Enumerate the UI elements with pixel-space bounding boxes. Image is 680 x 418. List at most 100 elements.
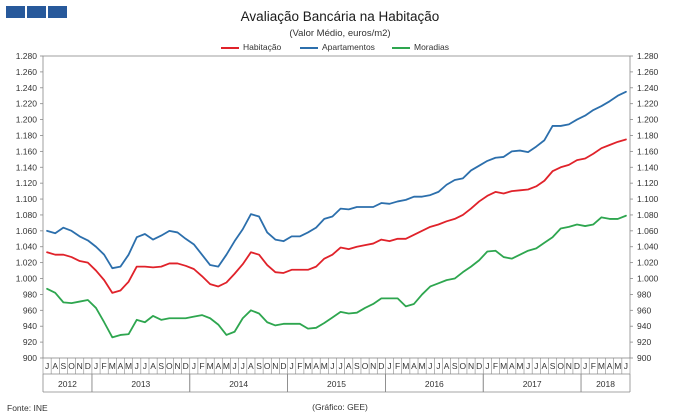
y-tick-label-right: 1.240 xyxy=(637,83,659,93)
x-tick-label-month: D xyxy=(378,361,384,371)
legend-label-apartamentos: Apartamentos xyxy=(322,42,375,52)
x-tick-label-month: J xyxy=(534,361,538,371)
x-tick-label-month: J xyxy=(330,361,334,371)
y-tick-label-right: 960 xyxy=(637,305,651,315)
x-tick-label-month: M xyxy=(321,361,328,371)
x-tick-label-month: N xyxy=(468,361,474,371)
logo-block-1 xyxy=(6,6,25,18)
y-tick-label-left: 920 xyxy=(23,337,37,347)
x-tick-label-month: S xyxy=(158,361,164,371)
x-tick-label-month: N xyxy=(77,361,83,371)
x-tick-label-month: F xyxy=(591,361,596,371)
x-tick-label-month: J xyxy=(94,361,98,371)
x-tick-label-month: A xyxy=(313,361,319,371)
x-tick-label-month: J xyxy=(526,361,530,371)
x-tick-label-month: M xyxy=(402,361,409,371)
x-tick-label-month: F xyxy=(493,361,498,371)
x-tick-label-month: M xyxy=(419,361,426,371)
x-tick-label-month: D xyxy=(85,361,91,371)
x-tick-label-month: J xyxy=(290,361,294,371)
logo-block-3 xyxy=(48,6,67,18)
x-tick-label-month: S xyxy=(452,361,458,371)
x-tick-label-month: M xyxy=(304,361,311,371)
x-tick-label-month: J xyxy=(192,361,196,371)
y-tick-label-right: 900 xyxy=(637,353,651,363)
legend: Habitação Apartamentos Moradias xyxy=(0,42,680,56)
y-tick-label-right: 1.180 xyxy=(637,130,659,140)
x-tick-label-month: J xyxy=(387,361,391,371)
y-tick-label-right: 1.040 xyxy=(637,242,659,252)
y-tick-label-left: 1.100 xyxy=(16,194,38,204)
y-tick-label-left: 1.020 xyxy=(16,258,38,268)
x-tick-label-month: A xyxy=(607,361,613,371)
y-tick-label-right: 1.080 xyxy=(637,210,659,220)
x-tick-label-month: M xyxy=(223,361,230,371)
y-tick-label-left: 1.260 xyxy=(16,67,38,77)
x-tick-label-month: F xyxy=(102,361,107,371)
x-tick-label-month: M xyxy=(500,361,507,371)
x-tick-label-year: 2013 xyxy=(131,379,150,389)
x-tick-label-month: O xyxy=(557,361,564,371)
x-tick-label-month: S xyxy=(550,361,556,371)
credit-note: (Gráfico: GEE) xyxy=(312,402,368,412)
x-tick-label-month: S xyxy=(256,361,262,371)
y-tick-label-right: 1.100 xyxy=(637,194,659,204)
x-tick-label-month: O xyxy=(166,361,173,371)
plot-frame xyxy=(42,55,631,359)
y-tick-label-left: 900 xyxy=(23,353,37,363)
y-tick-label-right: 1.200 xyxy=(637,115,659,125)
x-tick-label-month: J xyxy=(338,361,342,371)
y-tick-label-right: 1.120 xyxy=(637,178,659,188)
x-tick-label-year: 2012 xyxy=(58,379,77,389)
x-tick-label-month: D xyxy=(574,361,580,371)
y-tick-label-right: 1.160 xyxy=(637,146,659,156)
legend-swatch-apartamentos xyxy=(300,47,318,49)
y-tick-label-left: 1.180 xyxy=(16,130,38,140)
series-line-moradias xyxy=(46,214,627,339)
logo-block-2 xyxy=(27,6,46,18)
x-tick-label-month: F xyxy=(199,361,204,371)
x-tick-label-year: 2017 xyxy=(523,379,542,389)
x-tick-label-month: D xyxy=(183,361,189,371)
x-tick-label-month: A xyxy=(118,361,124,371)
x-tick-label-month: J xyxy=(624,361,628,371)
x-tick-label-month: N xyxy=(370,361,376,371)
x-tick-label-month: M xyxy=(598,361,605,371)
y-tick-label-left: 980 xyxy=(23,289,37,299)
y-tick-label-left: 1.220 xyxy=(16,99,38,109)
series-line-apartamentos xyxy=(46,90,627,270)
y-tick-label-right: 1.060 xyxy=(637,226,659,236)
y-tick-label-left: 1.200 xyxy=(16,115,38,125)
y-tick-label-left: 960 xyxy=(23,305,37,315)
x-tick-label-month: M xyxy=(614,361,621,371)
y-tick-label-left: 1.160 xyxy=(16,146,38,156)
y-tick-label-right: 920 xyxy=(637,337,651,347)
y-tick-label-left: 1.240 xyxy=(16,83,38,93)
legend-label-moradias: Moradias xyxy=(414,42,449,52)
x-tick-label-month: J xyxy=(241,361,245,371)
chart-title: Avaliação Bancária na Habitação xyxy=(240,9,440,24)
y-tick-label-left: 1.080 xyxy=(16,210,38,220)
x-tick-label-month: J xyxy=(436,361,440,371)
x-tick-label-month: J xyxy=(45,361,49,371)
x-tick-label-year: 2015 xyxy=(327,379,346,389)
y-tick-label-left: 1.060 xyxy=(16,226,38,236)
x-tick-label-year: 2018 xyxy=(596,379,615,389)
source-note: Fonte: INE xyxy=(7,403,48,413)
x-tick-label-month: N xyxy=(272,361,278,371)
x-tick-label-month: D xyxy=(280,361,286,371)
x-tick-label-month: J xyxy=(143,361,147,371)
x-tick-label-year: 2016 xyxy=(425,379,444,389)
x-tick-label-month: A xyxy=(411,361,417,371)
x-tick-label-month: F xyxy=(297,361,302,371)
x-tick-label-month: D xyxy=(476,361,482,371)
x-tick-label-month: S xyxy=(61,361,67,371)
x-tick-label-month: J xyxy=(583,361,587,371)
legend-swatch-moradias xyxy=(392,47,410,49)
chart-subtitle: (Valor Médio, euros/m2) xyxy=(289,28,391,39)
x-tick-label-month: N xyxy=(566,361,572,371)
x-tick-label-month: F xyxy=(395,361,400,371)
series-line-habitacao xyxy=(46,138,627,294)
x-tick-label-month: N xyxy=(174,361,180,371)
